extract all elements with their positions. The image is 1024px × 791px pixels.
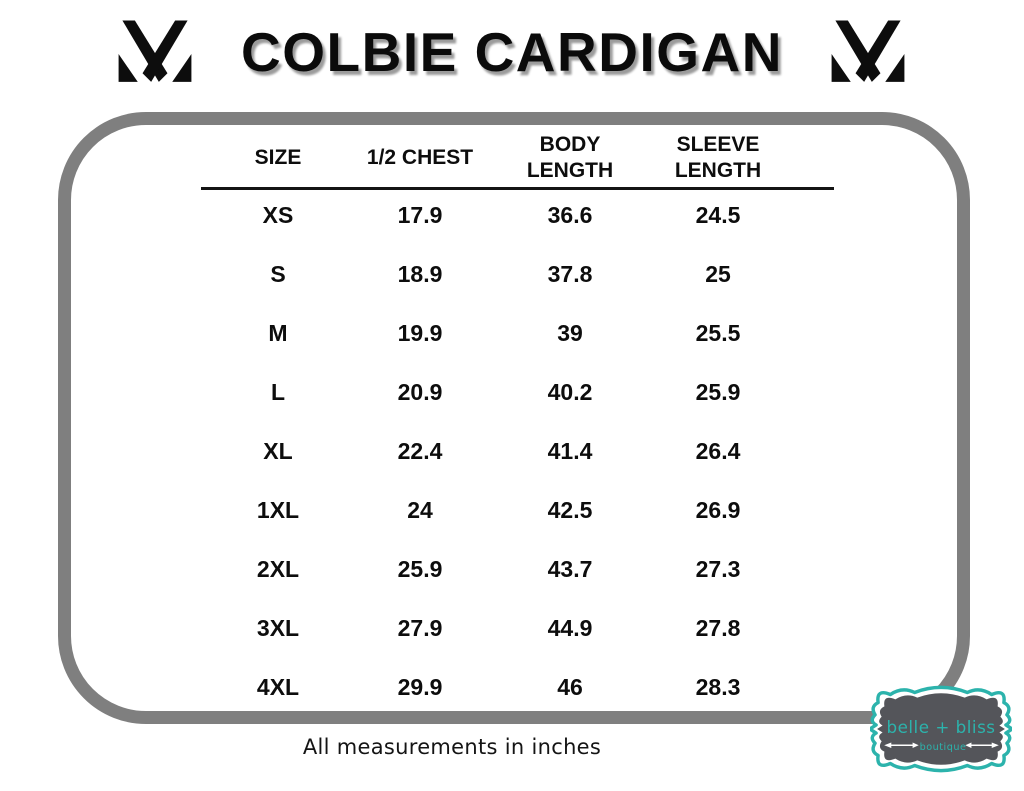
header-line: LENGTH	[674, 159, 762, 182]
size-cell: S	[270, 261, 286, 287]
column-header-half-chest: 1/2 CHEST	[335, 130, 505, 186]
measurement-cell: 18.9	[397, 261, 443, 287]
column-size: XS S M L XL 1XL 2XL 3XL 4XL	[193, 186, 363, 717]
boutique-badge: belle + bliss boutique	[870, 685, 1012, 773]
measurement-cell: 39	[557, 320, 583, 346]
size-cell: 3XL	[256, 615, 300, 641]
page-title: COLBIE CARDIGAN	[241, 21, 783, 83]
badge-subtitle: boutique	[920, 742, 967, 753]
column-header-body-length: BODY LENGTH	[485, 130, 655, 186]
column-sleeve-length: 24.5 25 25.5 25.9 26.4 26.9 27.3 27.8 28…	[633, 186, 803, 717]
measurement-cell: 28.3	[695, 674, 741, 700]
measurement-cell: 27.8	[695, 615, 741, 641]
measurement-cell: 25	[705, 261, 731, 287]
measurement-cell: 20.9	[397, 379, 443, 405]
measurement-cell: 25.5	[695, 320, 741, 346]
measurement-cell: 36.6	[547, 202, 593, 228]
header-line: BODY	[539, 133, 601, 157]
brand-monogram-icon-right	[831, 20, 905, 82]
measurement-cell: 40.2	[547, 379, 593, 405]
brand-monogram-icon-left	[118, 20, 192, 82]
column-header-size: SIZE	[193, 130, 363, 186]
measurement-cell: 37.8	[547, 261, 593, 287]
measurement-cell: 25.9	[695, 379, 741, 405]
badge-brand-name: belle + bliss	[886, 717, 995, 737]
measurement-cell: 24	[407, 497, 433, 523]
measurement-cell: 26.4	[695, 438, 741, 464]
measurement-cell: 22.4	[397, 438, 443, 464]
chart-frame-border	[58, 112, 970, 724]
header-line: SIZE	[254, 146, 302, 170]
measurement-cell: 17.9	[397, 202, 443, 228]
size-cell: XL	[263, 438, 293, 464]
column-header-sleeve-length: SLEEVE LENGTH	[633, 130, 803, 186]
measurement-cell: 29.9	[397, 674, 443, 700]
measurement-cell: 19.9	[397, 320, 443, 346]
measurement-cell: 43.7	[547, 556, 593, 582]
measurement-cell: 42.5	[547, 497, 593, 523]
measurements-footnote: All measurements in inches	[302, 735, 602, 759]
measurement-cell: 25.9	[397, 556, 443, 582]
column-half-chest: 17.9 18.9 19.9 20.9 22.4 24 25.9 27.9 29…	[335, 186, 505, 717]
measurement-cell: 27.3	[695, 556, 741, 582]
header-line: LENGTH	[526, 159, 614, 182]
measurement-cell: 26.9	[695, 497, 741, 523]
header-line: SLEEVE	[676, 133, 760, 157]
badge-plate	[877, 693, 1005, 765]
measurement-cell: 44.9	[547, 615, 593, 641]
header-line: 1/2 CHEST	[366, 146, 474, 170]
size-cell: 2XL	[256, 556, 300, 582]
measurement-cell: 24.5	[695, 202, 741, 228]
column-body-length: 36.6 37.8 39 40.2 41.4 42.5 43.7 44.9 46	[485, 186, 655, 717]
measurement-cell: 41.4	[547, 438, 593, 464]
measurement-cell: 27.9	[397, 615, 443, 641]
measurement-cell: 46	[557, 674, 583, 700]
size-cell: M	[268, 320, 288, 346]
size-cell: L	[270, 379, 286, 405]
size-cell: XS	[262, 202, 294, 228]
size-cell: 1XL	[256, 497, 300, 523]
arrow-divider-icon	[884, 742, 999, 748]
size-cell: 4XL	[256, 674, 300, 700]
header-underline	[201, 187, 834, 190]
